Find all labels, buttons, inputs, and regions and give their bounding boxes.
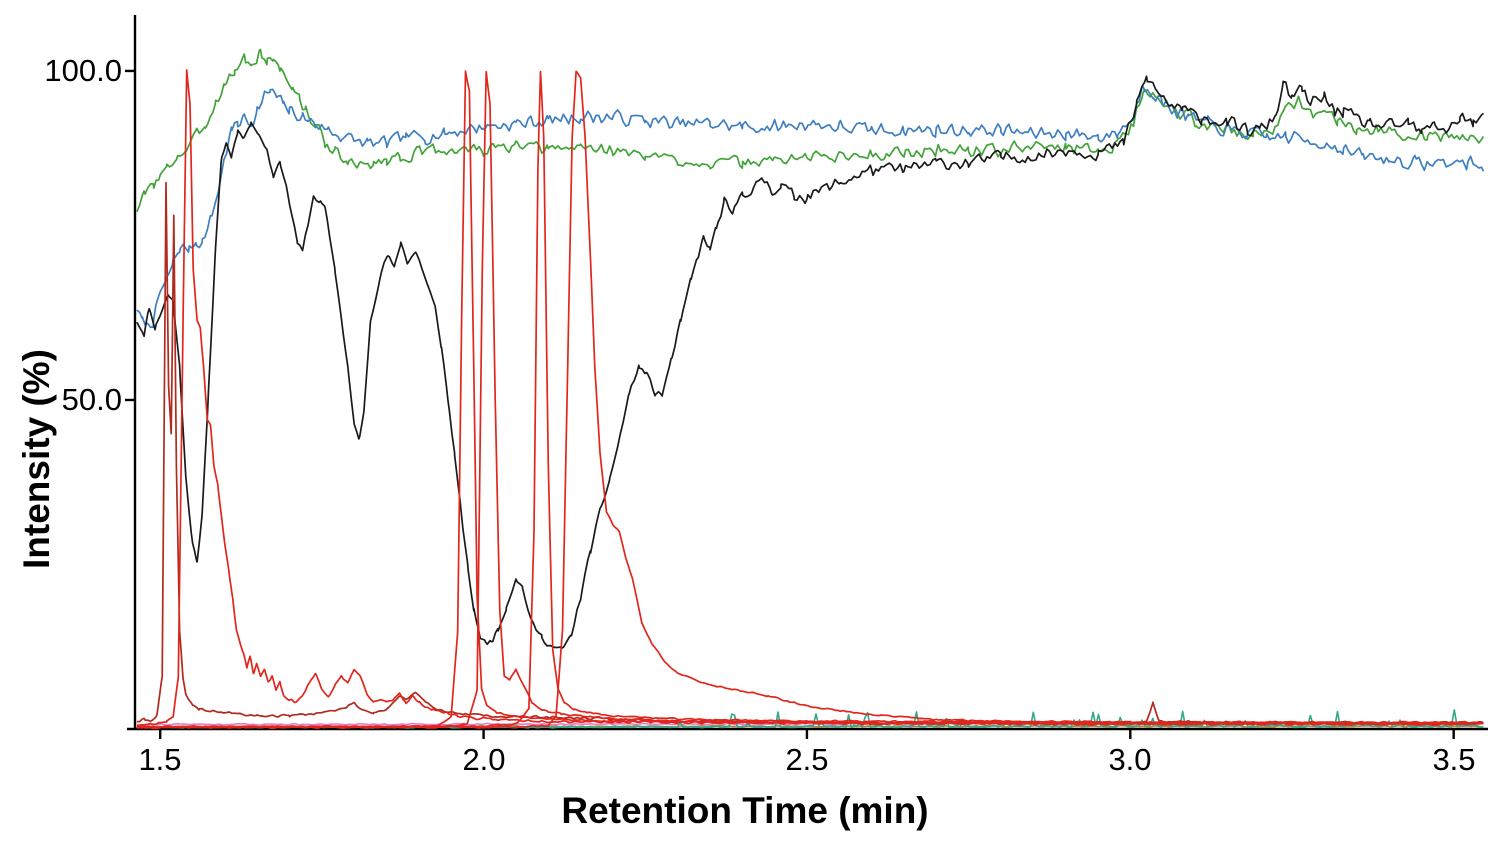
y-tick-label-50: 50.0	[61, 382, 122, 417]
red-trace-3-peak-1.97	[136, 70, 1484, 729]
red-trace-6-peak-2.14	[136, 70, 1484, 730]
red-trace-4-peak-2.0	[136, 70, 1484, 729]
red-trace-1-early-spikes	[136, 181, 1484, 725]
y-axis-title: Intensity (%)	[16, 349, 57, 569]
x-tick-label-3.5: 3.5	[1432, 742, 1476, 777]
x-tick-label-3.0: 3.0	[1108, 742, 1152, 777]
x-axis-title: Retention Time (min)	[561, 790, 929, 831]
red-trace-2-peak-1.54	[136, 69, 1484, 727]
x-tick-label-2.5: 2.5	[785, 742, 829, 777]
x-tick-label-1.5: 1.5	[138, 742, 182, 777]
red-trace-5-peak-2.09	[136, 70, 1484, 729]
black-trace	[136, 75, 1484, 650]
blue-trace	[136, 86, 1485, 329]
green-trace	[136, 48, 1485, 213]
y-tick-label-100: 100.0	[44, 53, 122, 88]
x-tick-label-2.0: 2.0	[462, 742, 506, 777]
